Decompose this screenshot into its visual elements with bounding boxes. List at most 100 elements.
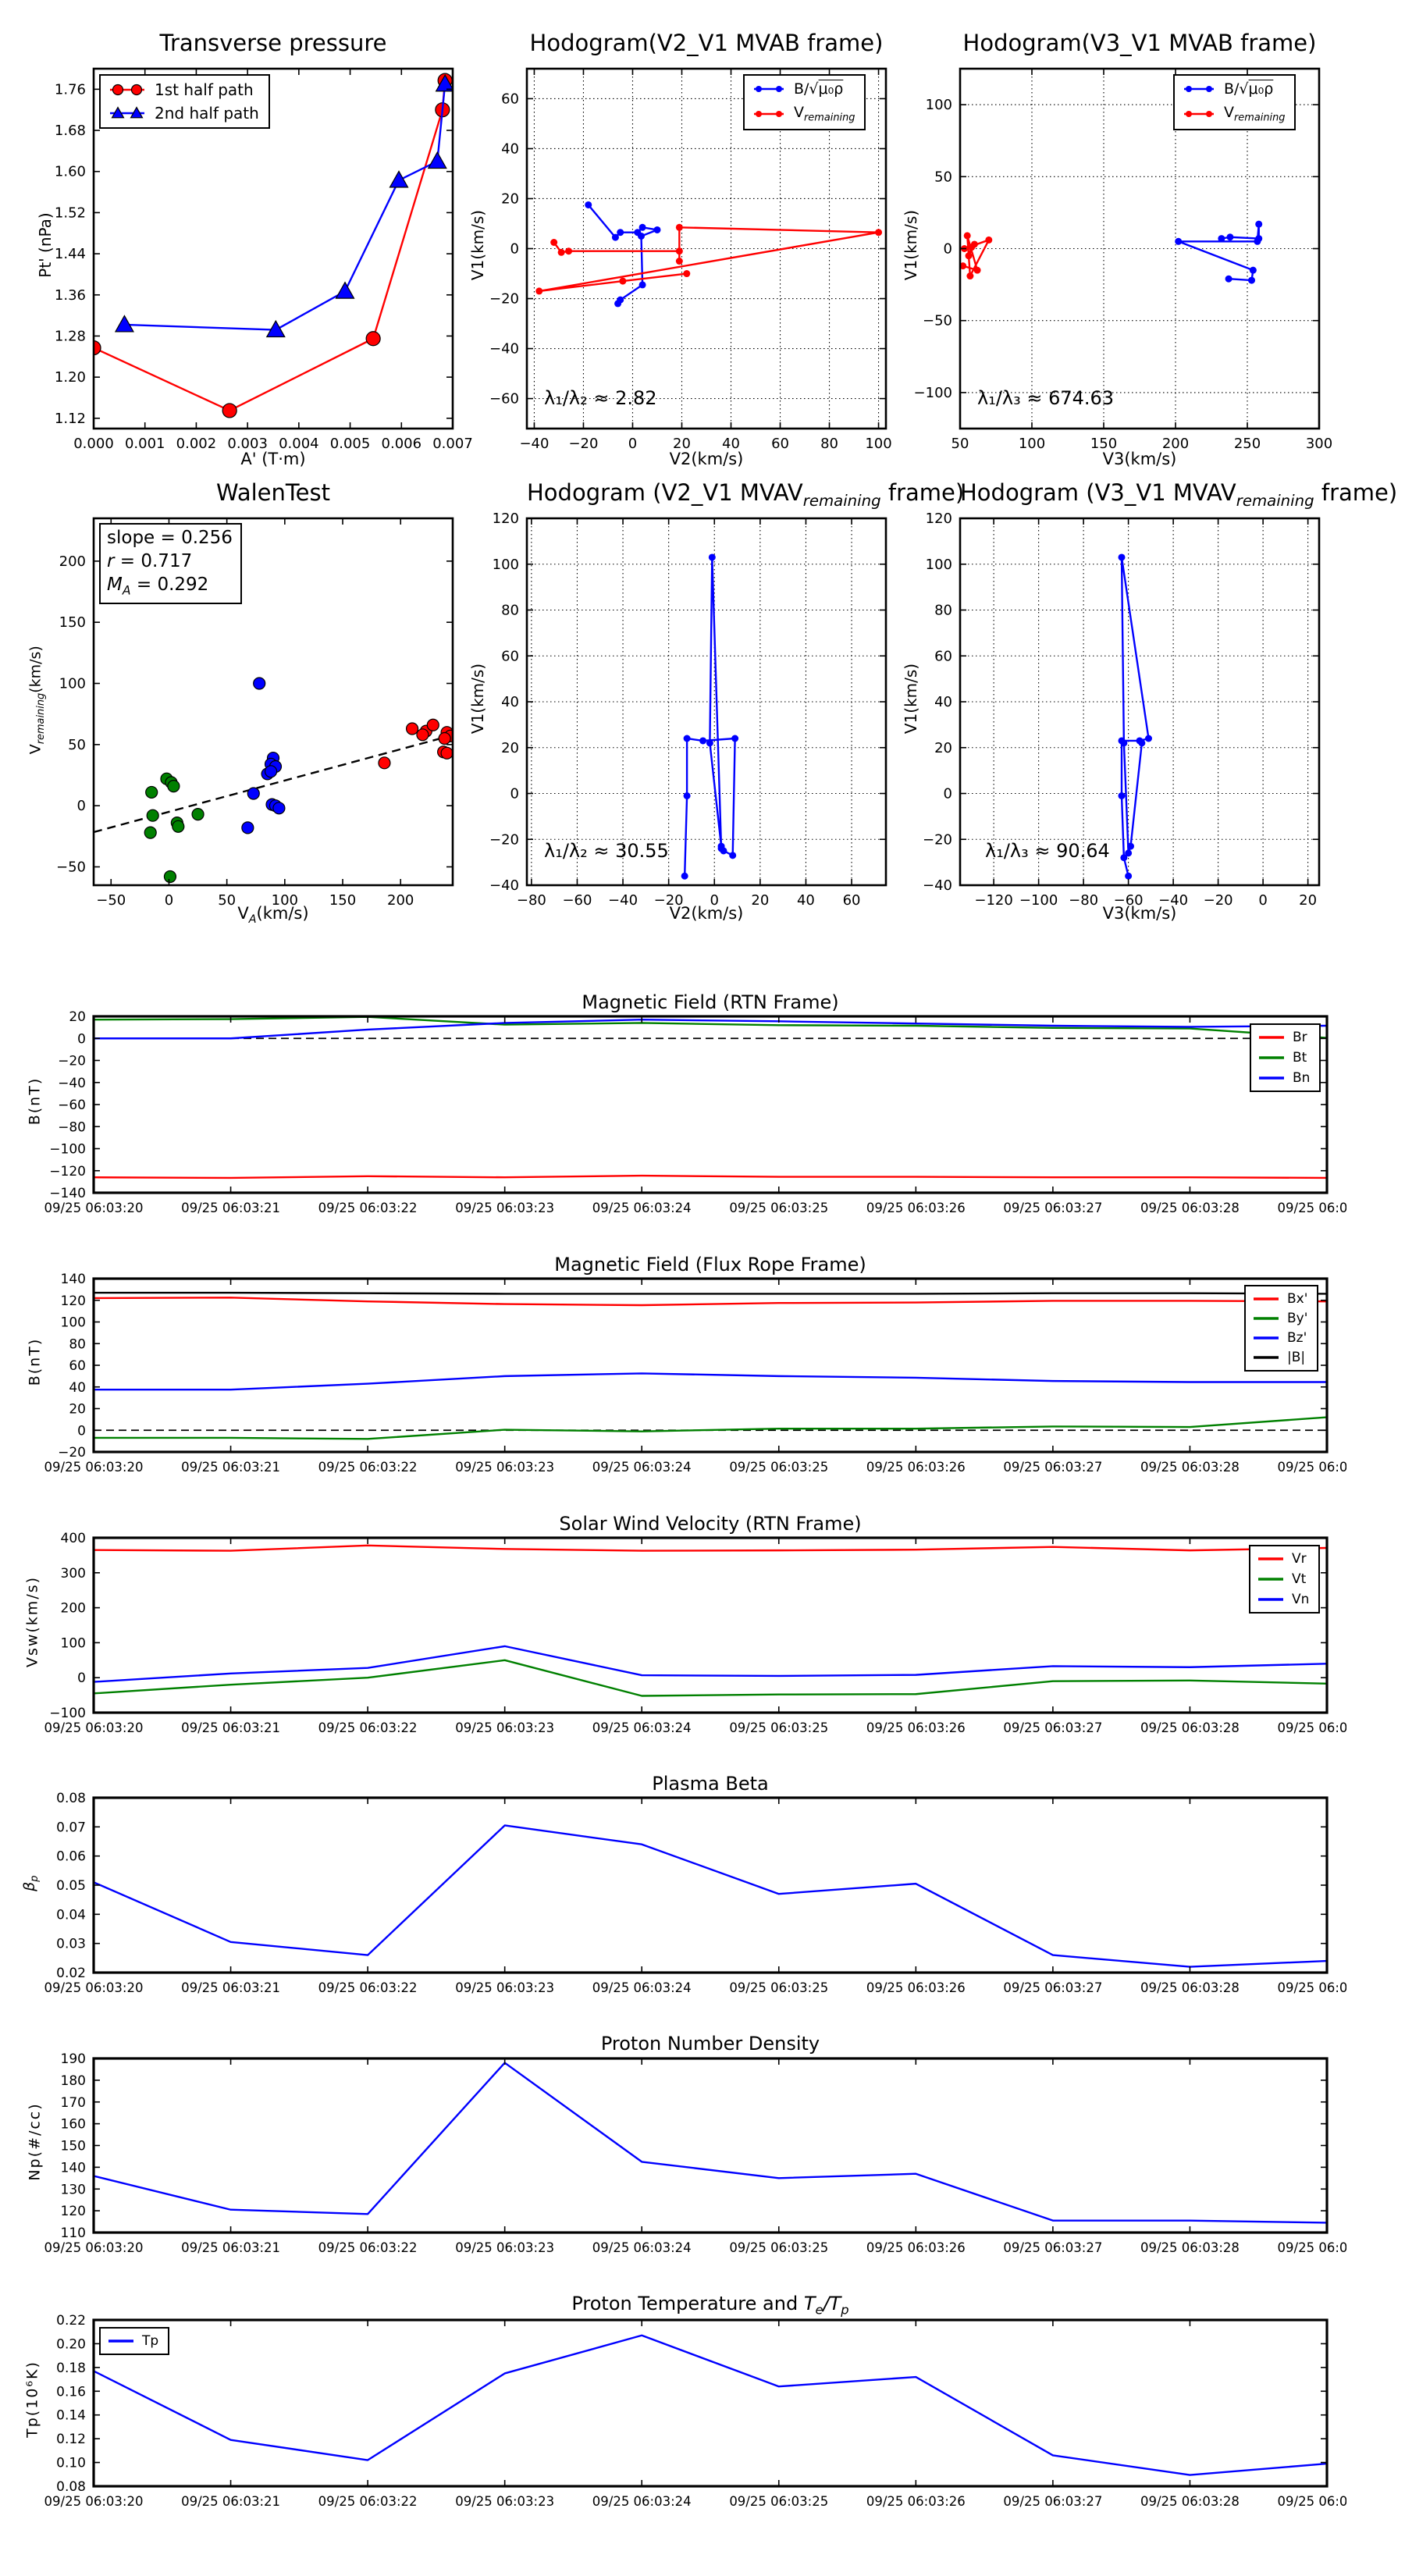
svg-text:09/25 06:03:29: 09/25 06:03:29 [1278, 1980, 1346, 1995]
ticks [93, 2058, 1328, 2233]
svg-text:−60: −60 [58, 1098, 86, 1113]
ticks [527, 69, 886, 429]
svg-text:09/25 06:03:29: 09/25 06:03:29 [1278, 1460, 1346, 1475]
svg-text:150: 150 [59, 614, 86, 631]
svg-text:40: 40 [501, 694, 519, 710]
svg-text:110: 110 [61, 2226, 86, 2241]
svg-text:0.18: 0.18 [56, 2361, 86, 2376]
tick-labels: −80 −60 −40 −20 0 20 40 60 −40 −20 0 20 40 60 80 100 120 [489, 511, 861, 909]
legend-swatch-icon [1184, 86, 1214, 92]
chart-title: Plasma Beta [652, 1773, 769, 1795]
svg-text:0.003: 0.003 [227, 436, 268, 452]
svg-text:0: 0 [628, 436, 637, 452]
svg-text:0.04: 0.04 [56, 1907, 86, 1923]
series-group [94, 1544, 1327, 1697]
svg-text:09/25 06:03:21: 09/25 06:03:21 [181, 1460, 280, 1475]
ticks [93, 1537, 1328, 1713]
svg-text:09/25 06:03:26: 09/25 06:03:26 [866, 2240, 966, 2255]
svg-text:250: 250 [1234, 436, 1261, 452]
svg-text:−100: −100 [49, 1142, 86, 1158]
svg-text:0.22: 0.22 [56, 2313, 86, 2329]
legend-swatch-icon [1254, 1297, 1279, 1300]
plot-hodogram-v3v1-mvav: −120 −100 −80 −60 −40 −20 0 20 −40 −20 0 20 40 60 80 10… [923, 511, 1321, 909]
svg-text:−20: −20 [568, 436, 598, 452]
svg-text:0.005: 0.005 [330, 436, 371, 452]
svg-text:0: 0 [165, 892, 173, 909]
svg-text:200: 200 [61, 1601, 86, 1617]
series-group [94, 1016, 1327, 1179]
tick-labels: 09/25 06:03:20 09/25 06:03:21 09/25 06:03:… [44, 1009, 1346, 1215]
svg-text:−40: −40 [489, 877, 519, 894]
series-group [94, 2062, 1327, 2224]
svg-text:09/25 06:03:25: 09/25 06:03:25 [729, 2494, 828, 2509]
svg-text:60: 60 [934, 648, 952, 664]
svg-text:400: 400 [61, 1531, 86, 1546]
svg-text:0.03: 0.03 [56, 1937, 86, 1952]
svg-text:09/25 06:03:22: 09/25 06:03:22 [318, 1460, 418, 1475]
svg-text:09/25 06:03:24: 09/25 06:03:24 [592, 1201, 692, 1215]
svg-text:0: 0 [77, 1031, 86, 1047]
svg-text:120: 120 [926, 511, 952, 527]
svg-text:−100: −100 [49, 1706, 86, 1721]
svg-text:−80: −80 [58, 1119, 86, 1135]
svg-text:09/25 06:03:27: 09/25 06:03:27 [1003, 1460, 1102, 1475]
svg-text:09/25 06:03:27: 09/25 06:03:27 [1003, 2494, 1102, 2509]
svg-text:0.20: 0.20 [56, 2336, 86, 2352]
svg-text:−140: −140 [49, 1186, 86, 1201]
series-group [960, 220, 1263, 284]
svg-text:40: 40 [797, 892, 815, 909]
legend-swatch-icon [754, 86, 784, 92]
svg-text:0.10: 0.10 [56, 2456, 86, 2471]
svg-text:50: 50 [934, 169, 952, 185]
svg-text:0.06: 0.06 [56, 1849, 86, 1865]
svg-text:−40: −40 [923, 877, 952, 894]
svg-text:140: 140 [61, 1272, 86, 1287]
svg-text:09/25 06:03:27: 09/25 06:03:27 [1003, 1720, 1102, 1735]
svg-text:0.16: 0.16 [56, 2384, 86, 2400]
svg-text:20: 20 [673, 436, 691, 452]
legend-item: Bt [1257, 1050, 1310, 1066]
svg-text:150: 150 [61, 2139, 86, 2154]
svg-text:50: 50 [951, 436, 969, 452]
legend-swatch-icon [108, 2339, 133, 2343]
svg-text:60: 60 [843, 892, 861, 909]
legend-swatch-icon [1258, 1557, 1283, 1560]
svg-text:09/25 06:03:25: 09/25 06:03:25 [729, 2240, 828, 2255]
legend: Tp [99, 2327, 170, 2355]
svg-text:09/25 06:03:27: 09/25 06:03:27 [1003, 1980, 1102, 1995]
svg-text:0.02: 0.02 [56, 1966, 86, 1981]
svg-text:09/25 06:03:24: 09/25 06:03:24 [592, 2494, 692, 2509]
series-group [94, 1824, 1327, 1968]
svg-text:40: 40 [69, 1380, 86, 1396]
svg-text:200: 200 [1162, 436, 1189, 452]
svg-text:1.76: 1.76 [55, 81, 86, 98]
legend-item: B/√μ₀ρ [751, 80, 855, 98]
svg-text:09/25 06:03:20: 09/25 06:03:20 [44, 1980, 144, 1995]
svg-text:1.52: 1.52 [55, 205, 86, 221]
ticks [527, 518, 886, 886]
tick-labels: 09/25 06:03:20 09/25 06:03:21 09/25 06:03:… [44, 2051, 1346, 2255]
svg-text:−100: −100 [1019, 892, 1058, 909]
svg-text:0.05: 0.05 [56, 1878, 86, 1894]
legend-item: 1st half path [107, 80, 259, 99]
svg-text:40: 40 [934, 694, 952, 710]
svg-text:−40: −40 [58, 1076, 86, 1091]
svg-text:170: 170 [61, 2095, 86, 2111]
svg-text:0.08: 0.08 [56, 1791, 86, 1806]
svg-text:50: 50 [218, 892, 236, 909]
tick-labels: −40 −20 0 20 40 60 80 100 −60 −40 −20 0 20 40 60 [489, 91, 892, 452]
svg-text:0.007: 0.007 [432, 436, 472, 452]
legend-swatch-icon [754, 110, 784, 117]
legend-item-label: Vt [1292, 1571, 1307, 1587]
svg-text:09/25 06:03:22: 09/25 06:03:22 [318, 2494, 418, 2509]
svg-text:0: 0 [510, 786, 519, 802]
svg-text:−120: −120 [974, 892, 1012, 909]
walen-stats-box: slope = 0.256 r = 0.717 MA = 0.292 [99, 523, 242, 604]
svg-text:09/25 06:03:24: 09/25 06:03:24 [592, 1980, 692, 1995]
legend-swatch-icon [1254, 1317, 1279, 1320]
svg-text:0: 0 [77, 1670, 86, 1686]
plot-magnetic-field-flux-rope: 09/25 06:03:20 09/25 06:03:21 09/25 06:03:… [44, 1272, 1346, 1475]
chart-title: Hodogram (V3_V1 MVAVremaining frame) [960, 479, 1398, 510]
x-axis-label: VA(km/s) [237, 904, 309, 926]
plot-hodogram-v2v1-mvab: −40 −20 0 20 40 60 80 100 −60 −40 −20 0 20 40 60 [489, 67, 892, 452]
